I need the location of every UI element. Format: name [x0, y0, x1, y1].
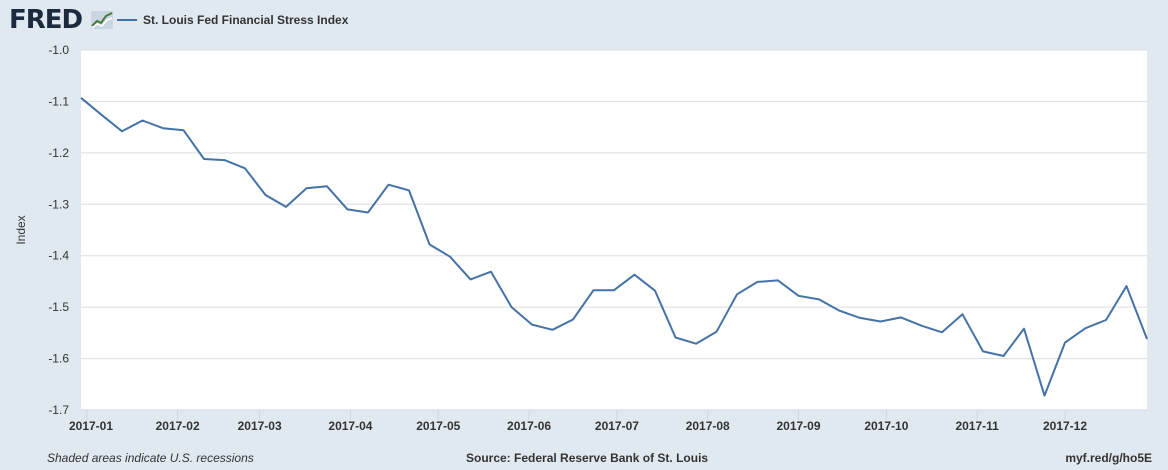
x-tick-label: 2017-07: [595, 419, 639, 433]
data-point[interactable]: [1083, 325, 1089, 331]
source-note: Source: Federal Reserve Bank of St. Loui…: [466, 451, 709, 465]
data-point[interactable]: [570, 317, 576, 323]
x-tick-label: 2017-08: [686, 419, 730, 433]
x-tick-label: 2017-11: [955, 419, 999, 433]
data-point[interactable]: [939, 329, 945, 335]
data-point[interactable]: [1103, 317, 1109, 323]
data-point[interactable]: [919, 323, 925, 329]
data-point[interactable]: [345, 206, 351, 212]
data-point[interactable]: [99, 112, 105, 118]
data-point[interactable]: [1124, 283, 1130, 289]
x-tick-label: 2017-02: [156, 419, 200, 433]
chart-header: FRED St. Louis Fed Financial Stress Inde…: [0, 0, 1168, 44]
data-point[interactable]: [734, 291, 740, 297]
data-point[interactable]: [632, 272, 638, 278]
data-point[interactable]: [1144, 336, 1150, 342]
data-point[interactable]: [509, 304, 515, 310]
y-tick-label: -1.4: [48, 249, 69, 263]
y-tick-label: -1.3: [48, 197, 69, 211]
x-axis-ticks: 2017-01 2017-02 2017-03 2017-04 2017-05 2017-…: [69, 410, 1087, 433]
y-tick-label: -1.6: [48, 352, 69, 366]
legend-label: St. Louis Fed Financial Stress Index: [143, 13, 349, 27]
data-point[interactable]: [386, 182, 392, 188]
data-point[interactable]: [816, 296, 822, 302]
data-point[interactable]: [1001, 353, 1007, 359]
data-point[interactable]: [140, 118, 146, 124]
data-point[interactable]: [1042, 393, 1048, 399]
data-point[interactable]: [550, 327, 556, 333]
x-tick-label: 2017-09: [776, 419, 820, 433]
x-tick-label: 2017-03: [238, 419, 282, 433]
data-point[interactable]: [427, 241, 433, 247]
data-point[interactable]: [980, 348, 986, 354]
data-point[interactable]: [1062, 340, 1068, 346]
data-point[interactable]: [591, 287, 597, 293]
data-point[interactable]: [1021, 326, 1027, 332]
data-point[interactable]: [324, 183, 330, 189]
data-point[interactable]: [755, 279, 761, 285]
data-point[interactable]: [263, 192, 269, 198]
plot-area: [81, 50, 1147, 410]
y-axis-label: Index: [14, 215, 28, 244]
y-tick-label: -1.1: [48, 94, 69, 108]
legend-swatch: [117, 19, 137, 21]
data-point[interactable]: [406, 187, 412, 193]
x-tick-label: 2017-05: [416, 419, 460, 433]
data-point[interactable]: [775, 277, 781, 283]
data-point[interactable]: [201, 156, 207, 162]
fred-logo[interactable]: FRED: [9, 5, 83, 35]
x-tick-label: 2017-04: [328, 419, 372, 433]
x-tick-label: 2017-06: [507, 419, 551, 433]
data-point[interactable]: [488, 269, 494, 275]
data-point[interactable]: [673, 335, 679, 341]
data-point[interactable]: [796, 293, 802, 299]
data-point[interactable]: [898, 314, 904, 320]
y-axis-ticks: -1.0 -1.1 -1.2 -1.3 -1.4 -1.5 -1.6 -1.7: [48, 43, 69, 417]
data-point[interactable]: [529, 322, 535, 328]
short-url-link[interactable]: myf.red/g/ho5E: [1065, 451, 1152, 465]
data-point[interactable]: [878, 319, 884, 325]
fred-chart-icon[interactable]: [91, 11, 113, 29]
chart-legend[interactable]: St. Louis Fed Financial Stress Index: [117, 11, 348, 29]
recession-note: Shaded areas indicate U.S. recessions: [47, 451, 254, 465]
grid-lines: [81, 49, 1147, 411]
data-point[interactable]: [857, 315, 863, 321]
data-point[interactable]: [652, 288, 658, 294]
data-point[interactable]: [242, 165, 248, 171]
data-point[interactable]: [160, 125, 166, 131]
chart-footer: Shaded areas indicate U.S. recessions So…: [0, 451, 1168, 469]
data-point[interactable]: [447, 254, 453, 260]
x-tick-label: 2017-12: [1043, 419, 1087, 433]
data-point[interactable]: [837, 308, 843, 314]
data-point[interactable]: [365, 210, 371, 216]
y-tick-label: -1.2: [48, 146, 69, 160]
data-point[interactable]: [222, 157, 228, 163]
x-tick-label: 2017-10: [864, 419, 908, 433]
y-tick-label: -1.5: [48, 300, 69, 314]
data-point[interactable]: [78, 95, 84, 101]
data-point[interactable]: [960, 311, 966, 317]
series-line[interactable]: [80, 97, 1148, 397]
data-point[interactable]: [611, 287, 617, 293]
data-point[interactable]: [468, 276, 474, 282]
data-point[interactable]: [283, 204, 289, 210]
x-tick-label: 2017-01: [69, 419, 113, 433]
y-tick-label: -1.7: [48, 403, 69, 417]
y-tick-label: -1.0: [48, 43, 69, 57]
data-point[interactable]: [181, 127, 187, 133]
data-point[interactable]: [304, 185, 310, 191]
data-point[interactable]: [119, 128, 125, 134]
data-point[interactable]: [714, 329, 720, 335]
data-point[interactable]: [693, 341, 699, 347]
